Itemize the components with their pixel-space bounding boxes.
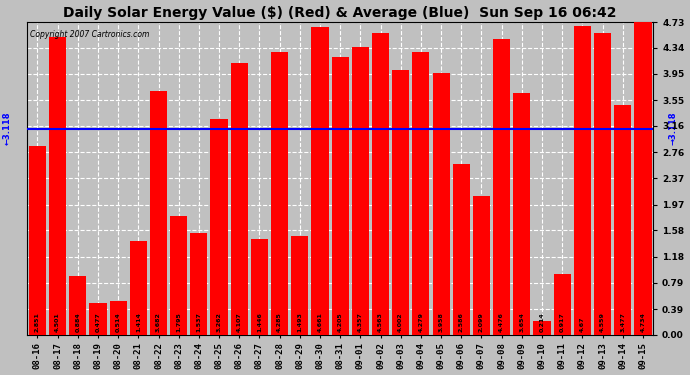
Bar	[473, 196, 490, 335]
Text: 4.285: 4.285	[277, 312, 282, 332]
Text: 0.884: 0.884	[75, 312, 80, 332]
Text: 4.501: 4.501	[55, 312, 60, 332]
Text: 1.446: 1.446	[257, 312, 262, 332]
Bar	[130, 242, 147, 335]
Text: 3.262: 3.262	[217, 312, 221, 332]
Bar	[453, 164, 470, 335]
Text: 3.477: 3.477	[620, 312, 625, 332]
Text: 1.414: 1.414	[136, 312, 141, 332]
Text: Copyright 2007 Cartronics.com: Copyright 2007 Cartronics.com	[30, 30, 150, 39]
Bar	[251, 239, 268, 335]
Bar	[29, 146, 46, 335]
Text: 3.682: 3.682	[156, 312, 161, 332]
Bar	[49, 37, 66, 335]
Title: Daily Solar Energy Value ($) (Red) & Average (Blue)  Sun Sep 16 06:42: Daily Solar Energy Value ($) (Red) & Ave…	[63, 6, 617, 20]
Text: 4.357: 4.357	[358, 312, 363, 332]
Bar	[190, 233, 208, 335]
Bar	[210, 119, 228, 335]
Text: 1.493: 1.493	[297, 312, 302, 332]
Bar	[110, 301, 127, 335]
Text: 4.107: 4.107	[237, 312, 241, 332]
Bar	[513, 93, 531, 335]
Text: 1.795: 1.795	[176, 312, 181, 332]
Bar	[69, 276, 86, 335]
Text: 1.537: 1.537	[197, 312, 201, 332]
Bar	[553, 274, 571, 335]
Text: 0.477: 0.477	[95, 312, 101, 332]
Text: ←3.118: ←3.118	[3, 112, 12, 146]
Text: 4.67: 4.67	[580, 316, 585, 332]
Bar	[392, 70, 409, 335]
Text: 2.099: 2.099	[479, 312, 484, 332]
Text: 0.214: 0.214	[540, 312, 544, 332]
Bar	[574, 26, 591, 335]
Bar	[594, 33, 611, 335]
Text: 0.917: 0.917	[560, 312, 564, 332]
Text: 0.514: 0.514	[116, 312, 121, 332]
Bar	[634, 22, 651, 335]
Bar	[332, 57, 348, 335]
Text: 3.654: 3.654	[520, 312, 524, 332]
Text: 4.205: 4.205	[337, 312, 343, 332]
Bar	[433, 73, 450, 335]
Bar	[311, 27, 328, 335]
Bar	[170, 216, 187, 335]
Bar	[614, 105, 631, 335]
Bar	[372, 33, 389, 335]
Bar	[291, 236, 308, 335]
Bar	[533, 321, 551, 335]
Text: →3.118: →3.118	[669, 112, 678, 146]
Bar	[90, 303, 106, 335]
Bar	[150, 92, 167, 335]
Text: 4.734: 4.734	[640, 312, 645, 332]
Text: 2.586: 2.586	[459, 312, 464, 332]
Text: 4.661: 4.661	[317, 312, 322, 332]
Bar	[413, 52, 429, 335]
Bar	[352, 47, 369, 335]
Bar	[230, 63, 248, 335]
Text: 4.002: 4.002	[398, 312, 403, 332]
Text: 3.958: 3.958	[439, 312, 444, 332]
Text: 4.563: 4.563	[378, 312, 383, 332]
Bar	[493, 39, 510, 335]
Text: 4.476: 4.476	[499, 312, 504, 332]
Text: 4.559: 4.559	[600, 312, 605, 332]
Text: 2.851: 2.851	[35, 312, 40, 332]
Bar	[271, 51, 288, 335]
Text: 4.279: 4.279	[418, 312, 424, 332]
